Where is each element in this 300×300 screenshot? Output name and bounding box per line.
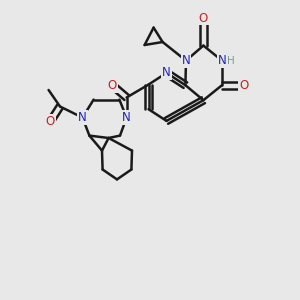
Text: O: O [199, 11, 208, 25]
Text: N: N [182, 54, 190, 67]
Text: N: N [218, 54, 226, 67]
Text: H: H [227, 56, 235, 66]
Text: O: O [46, 115, 55, 128]
Text: O: O [239, 79, 248, 92]
Text: N: N [122, 111, 131, 124]
Text: N: N [162, 66, 171, 80]
Text: O: O [108, 79, 117, 92]
Text: N: N [78, 111, 87, 124]
